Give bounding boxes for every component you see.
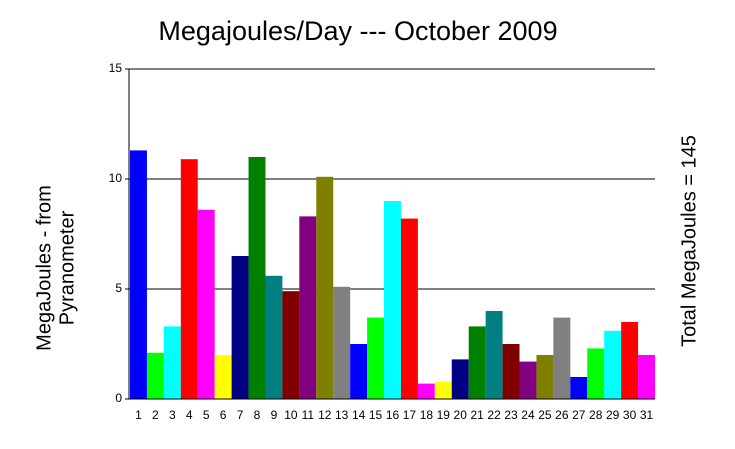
bar [350,344,368,399]
y-tick-label: 0 [115,391,122,405]
x-tick-label: 2 [152,408,159,422]
y-tick-label: 5 [115,281,122,295]
bar [265,275,283,399]
x-tick-label: 16 [386,408,400,422]
x-tick-label: 12 [318,408,332,422]
x-tick-label: 26 [555,408,569,422]
bar [451,359,469,399]
bar [604,330,622,399]
x-tick-label: 17 [403,408,417,422]
y-axis-label: MegaJoules - from [33,185,55,351]
total-annotation: Total MegaJoules = 145 [678,135,700,347]
x-tick-label: 31 [640,408,654,422]
x-tick-label: 7 [237,408,244,422]
bar [197,209,215,399]
x-tick-label: 18 [420,408,434,422]
x-tick-label: 4 [186,408,193,422]
x-tick-label: 25 [538,408,552,422]
x-tick-label: 13 [335,408,349,422]
x-tick-label: 30 [623,408,637,422]
x-tick-label: 10 [284,408,298,422]
bar [519,361,537,399]
y-tick-label: 10 [109,171,123,185]
bar [468,326,486,399]
x-tick-label: 21 [470,408,484,422]
bar [553,317,571,399]
x-tick-label: 29 [606,408,620,422]
bar [638,355,655,399]
x-tick-label: 5 [203,408,210,422]
x-tick-label: 27 [572,408,586,422]
bar [282,291,300,399]
bar [417,383,435,399]
bar [570,377,588,399]
bar [180,159,198,399]
bar [367,317,385,399]
x-tick-label: 3 [169,408,176,422]
y-axis-label: Pyranometer [56,210,78,325]
x-tick-label: 19 [437,408,451,422]
x-tick-label: 9 [271,408,278,422]
x-tick-label: 28 [589,408,603,422]
x-tick-label: 11 [302,408,315,422]
bar [299,216,317,399]
x-tick-label: 20 [454,408,468,422]
x-tick-label: 8 [254,408,261,422]
bar [146,352,164,399]
bar [316,176,334,399]
bar [400,218,418,399]
bar [485,311,503,399]
x-tick-label: 6 [220,408,227,422]
bar [384,201,401,399]
bar [434,381,452,399]
bar [214,355,232,399]
x-tick-label: 15 [369,408,383,422]
chart-title: Megajoules/Day --- October 2009 [158,16,557,46]
x-tick-label: 24 [521,408,535,422]
x-tick-label: 22 [487,408,501,422]
bar [231,256,249,399]
bar [621,322,639,399]
bar [587,348,605,399]
x-tick-label: 1 [135,408,142,422]
x-tick-label: 14 [352,408,366,422]
y-tick-label: 15 [109,61,123,75]
bar [536,355,554,399]
bar [130,150,147,399]
x-tick-label: 23 [504,408,518,422]
bar [333,286,351,399]
bar [248,157,266,399]
bar [502,344,520,399]
bar [163,326,181,399]
